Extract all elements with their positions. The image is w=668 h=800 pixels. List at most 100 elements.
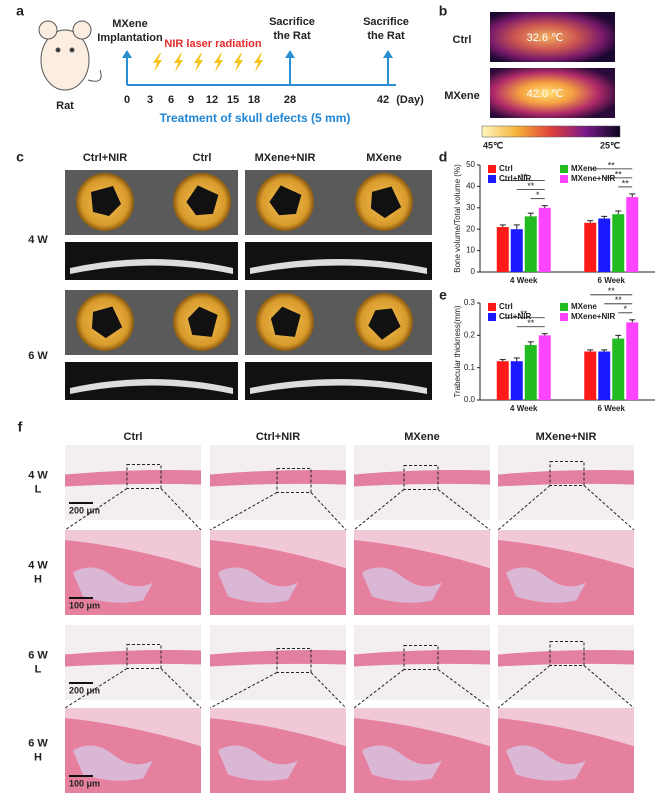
y-tick-label: 30 xyxy=(466,203,475,212)
zoom-line xyxy=(353,669,405,709)
bar xyxy=(612,214,625,272)
zoom-box xyxy=(403,465,439,490)
day-label: 28 xyxy=(284,94,296,106)
marrow xyxy=(218,745,298,781)
panel-label: e xyxy=(439,287,447,303)
zoom-line xyxy=(497,485,551,531)
y-tick-label: 0.1 xyxy=(464,363,476,372)
zoom-box xyxy=(276,648,312,673)
bar xyxy=(598,351,611,400)
scale-bar xyxy=(69,682,93,684)
sig-label: ** xyxy=(615,295,623,305)
bar xyxy=(496,361,509,400)
row-label: L xyxy=(35,663,42,675)
column-header: Ctrl xyxy=(124,431,143,443)
tissue-band xyxy=(65,650,201,667)
day-label: 42 xyxy=(377,94,389,106)
event-label: Sacrifice xyxy=(269,16,315,28)
x-tick-label: 6 Week xyxy=(598,404,626,413)
tissue-band xyxy=(65,470,201,487)
panel-label: b xyxy=(439,3,448,19)
lightning xyxy=(194,53,203,72)
marrow xyxy=(506,745,586,781)
zoom-line xyxy=(437,669,491,709)
legend-swatch xyxy=(488,303,496,311)
rat-icon xyxy=(38,20,102,91)
scale-bar xyxy=(69,502,93,504)
marrow xyxy=(506,567,586,603)
scale-label: 45℃ xyxy=(483,140,503,150)
lightning xyxy=(234,53,243,72)
defect xyxy=(370,186,402,219)
arrow-head xyxy=(122,50,132,58)
legend-swatch xyxy=(560,175,568,183)
row-label: 4 W xyxy=(28,234,48,246)
scale-bar-label: 100 μm xyxy=(69,600,100,610)
x-tick-label: 4 Week xyxy=(510,276,538,285)
bar xyxy=(598,218,611,272)
row-label: MXene xyxy=(444,90,479,102)
day-unit: (Day) xyxy=(396,94,424,106)
column-header: Ctrl xyxy=(193,152,212,164)
zoom-box xyxy=(276,468,312,493)
row-label: 4 W xyxy=(28,559,48,571)
y-tick-label: 0.3 xyxy=(464,298,476,307)
sig-label: ** xyxy=(520,309,528,319)
zoom-box xyxy=(549,641,585,666)
tissue-band xyxy=(498,650,634,667)
legend-label: Ctrl+NIR xyxy=(499,312,531,321)
legend-swatch xyxy=(560,303,568,311)
marrow xyxy=(73,567,153,603)
row-label: 6 W xyxy=(28,737,48,749)
zoom-box xyxy=(126,644,162,669)
day-label: 0 xyxy=(124,94,130,106)
row-label: 4 W xyxy=(28,469,48,481)
defect xyxy=(187,306,218,337)
x-tick-label: 6 Week xyxy=(598,276,626,285)
defect xyxy=(91,306,123,339)
scale-bar-label: 200 μm xyxy=(69,685,100,695)
column-header: Ctrl+NIR xyxy=(256,431,300,443)
defect xyxy=(368,308,401,340)
lightning xyxy=(214,53,223,72)
sig-label: ** xyxy=(615,169,623,179)
marrow xyxy=(362,745,442,781)
panel-label: a xyxy=(16,3,24,19)
bar xyxy=(496,227,509,272)
column-header: MXene xyxy=(404,431,439,443)
row-label: Ctrl xyxy=(453,34,472,46)
legend-swatch xyxy=(488,175,496,183)
sig-label: ** xyxy=(527,181,535,191)
scale-bar-label: 200 μm xyxy=(69,505,100,515)
y-tick-label: 20 xyxy=(466,224,475,233)
legend-label: MXene xyxy=(571,164,597,173)
event-label: the Rat xyxy=(367,30,405,42)
bar xyxy=(524,345,537,400)
panel-label: d xyxy=(439,149,448,165)
day-label: 18 xyxy=(248,94,260,106)
zoom-line xyxy=(437,489,491,531)
legend-label: Ctrl xyxy=(499,164,513,173)
legend-label: Ctrl xyxy=(499,302,513,311)
legend-label: MXene xyxy=(571,302,597,311)
bone-slice xyxy=(250,379,427,394)
defect xyxy=(91,186,121,216)
bar xyxy=(510,361,523,400)
zoom-line xyxy=(353,489,405,531)
scale-bar xyxy=(69,597,93,599)
row-label: L xyxy=(35,483,42,495)
day-label: 12 xyxy=(206,94,218,106)
arrow-head xyxy=(285,50,295,58)
marrow xyxy=(218,567,298,603)
day-label: 6 xyxy=(168,94,174,106)
sig-label: ** xyxy=(520,172,528,182)
zoom-line xyxy=(310,492,347,531)
rat-label: Rat xyxy=(56,100,74,112)
zoom-line xyxy=(310,672,347,709)
zoom-line xyxy=(64,488,128,531)
legend-swatch xyxy=(560,165,568,173)
sig-label: * xyxy=(536,190,540,200)
scale-bar xyxy=(69,775,93,777)
x-tick-label: 4 Week xyxy=(510,404,538,413)
